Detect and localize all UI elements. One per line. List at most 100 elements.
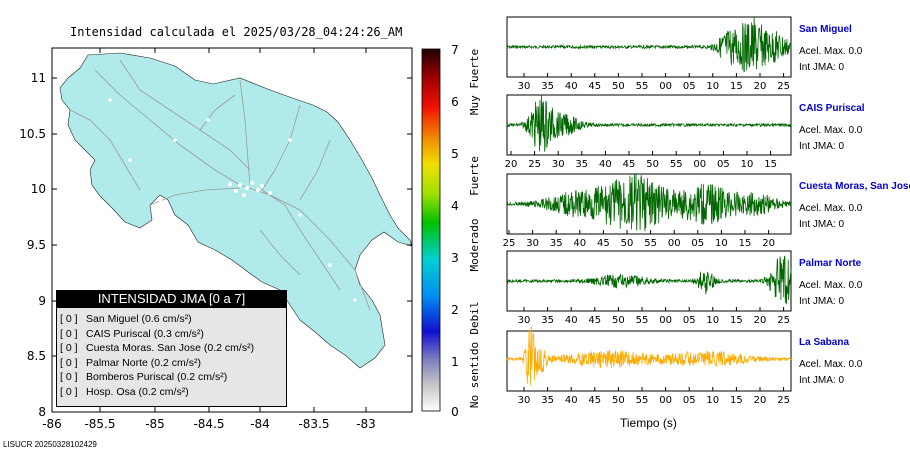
station-info: Acel. Max. 0.0 Int JMA: 0 — [799, 203, 863, 230]
time-tick-label: 15 — [730, 315, 743, 326]
time-tick-label: 50 — [612, 81, 625, 92]
waveform-trace — [506, 17, 792, 73]
legend-box — [56, 290, 287, 407]
x-tick-label: -83.5 — [298, 417, 329, 431]
time-tick-label: 20 — [505, 159, 518, 170]
time-tick-label: 55 — [636, 395, 649, 406]
waveform-panel: 25 30 35 40 45 50 55 00 05 10 15 20 — [503, 173, 792, 249]
time-tick-label: 50 — [612, 395, 625, 406]
time-tick-label: 05 — [691, 238, 704, 249]
time-tick-label: 00 — [659, 395, 672, 406]
colorbar-category: No sentido — [468, 342, 481, 408]
time-tick-label: 40 — [565, 315, 578, 326]
time-tick-label: 35 — [541, 315, 554, 326]
legend-item: [ 0 ] Palmar Norte (0.2 cm/s²) — [60, 356, 201, 369]
time-tick-label: 25 — [777, 395, 790, 406]
y-tick-label: 8 — [38, 405, 46, 419]
station-name: Cuesta Moras, San Jose — [799, 181, 910, 192]
station-info: Acel. Max. 0.0 Int JMA: 0 — [799, 125, 863, 152]
legend-item: [ 0 ] Hosp. Osa (0.2 cm/s²) — [60, 385, 189, 398]
x-tick-label: -85.5 — [84, 417, 115, 431]
time-tick-label: 25 — [777, 81, 790, 92]
time-tick-label: 50 — [612, 315, 625, 326]
time-tick-label: 00 — [659, 81, 672, 92]
time-tick-label: 20 — [762, 238, 775, 249]
station-name: CAIS Puriscal — [799, 103, 865, 114]
time-tick-label: 45 — [588, 81, 601, 92]
waveform-panel: 30 35 40 45 50 55 00 05 10 15 20 25 — [506, 326, 792, 406]
time-tick-label: 40 — [565, 81, 578, 92]
x-axis — [51, 48, 367, 412]
time-tick-label: 15 — [730, 395, 743, 406]
legend-list: [ 0 ] San Miguel (0.6 cm/s²) [ 0 ] CAIS Pu… — [60, 312, 254, 400]
x-tick-label: -86 — [42, 417, 62, 431]
time-tick-label: 55 — [636, 315, 649, 326]
time-tick-label: 00 — [668, 238, 681, 249]
legend-item: [ 0 ] San Miguel (0.6 cm/s²) — [60, 313, 192, 325]
time-tick-label: 45 — [588, 395, 601, 406]
legend-item: [ 0 ] Bomberos Puriscal (0.2 cm/s²) — [60, 371, 228, 384]
waveform-panel: 30 35 40 45 50 55 00 05 10 15 20 25 — [506, 16, 792, 92]
time-tick-label: 30 — [518, 315, 531, 326]
waveform-trace — [506, 95, 792, 152]
station-info: Acel. Max. 0.0 Int JMA: 0 — [799, 359, 863, 386]
time-tick-label: 40 — [565, 395, 578, 406]
station-name: Palmar Norte — [799, 258, 862, 269]
legend-title: INTENSIDAD JMA [0 a 7] — [56, 290, 287, 308]
time-tick-label: 55 — [670, 159, 683, 170]
waveform-trace — [506, 174, 792, 232]
time-tick-label: 05 — [717, 159, 730, 170]
x-tick-label: -85 — [145, 417, 165, 431]
intensity-colorbar: 7 6 5 4 3 2 1 0 Muy Fuerte Fuerte Modera… — [421, 43, 481, 419]
y-tick-label: 10.5 — [19, 127, 46, 141]
footer-id: LISUCR 20250328102429 — [3, 440, 97, 449]
colorbar-tick: 5 — [451, 147, 459, 161]
time-tick-label: 20 — [754, 395, 767, 406]
land-mass — [59, 52, 413, 369]
x-tick-label: -83 — [356, 417, 376, 431]
time-tick-label: 15 — [764, 159, 777, 170]
time-tick-label: 30 — [526, 238, 539, 249]
colorbar-tick: 7 — [451, 43, 459, 57]
time-tick-label: 25 — [528, 159, 541, 170]
time-tick-label: 10 — [706, 395, 719, 406]
colorbar-category: Muy Fuerte — [468, 49, 481, 115]
colorbar-tick: 3 — [451, 251, 459, 265]
x-tick-label: -84 — [250, 417, 270, 431]
time-tick-label: 50 — [646, 159, 659, 170]
station-info: Acel. Max. 0.0 Int JMA: 0 — [799, 280, 863, 307]
x-tick-label: -84.5 — [193, 417, 224, 431]
waveform-panel: 20 25 30 35 40 45 50 55 00 05 10 15 — [505, 94, 792, 170]
colorbar-tick: 1 — [451, 355, 459, 369]
waveform-trace — [506, 255, 792, 305]
time-tick-label: 40 — [573, 238, 586, 249]
time-tick-label: 00 — [659, 315, 672, 326]
y-tick-label: 8.5 — [27, 349, 46, 363]
map-title: Intensidad calculada el 2025/03/28_04:24… — [70, 25, 403, 39]
time-tick-label: 55 — [636, 81, 649, 92]
time-tick-label: 40 — [599, 159, 612, 170]
time-tick-label: 25 — [777, 315, 790, 326]
colorbar-category: Fuerte — [468, 156, 481, 196]
time-tick-label: 10 — [715, 238, 728, 249]
legend-item: [ 0 ] CAIS Puriscal (0.3 cm/s²) — [60, 327, 204, 340]
y-tick-label: 11 — [31, 71, 46, 85]
colorbar-category: Debil — [468, 301, 481, 334]
time-tick-label: 15 — [739, 238, 752, 249]
time-tick-label: 25 — [503, 238, 516, 249]
colorbar-tick: 4 — [451, 199, 459, 213]
station-name: La Sabana — [799, 337, 850, 348]
time-tick-label: 20 — [754, 81, 767, 92]
time-tick-label: 05 — [683, 395, 696, 406]
time-tick-label: 10 — [706, 81, 719, 92]
time-tick-label: 10 — [706, 315, 719, 326]
time-tick-label: 55 — [644, 238, 657, 249]
time-tick-label: 20 — [754, 315, 767, 326]
colorbar-tick: 0 — [451, 405, 459, 419]
time-tick-label: 35 — [575, 159, 588, 170]
time-tick-label: 45 — [623, 159, 636, 170]
time-tick-label: 10 — [741, 159, 754, 170]
colorbar-tick: 6 — [451, 95, 459, 109]
time-tick-label: 05 — [683, 315, 696, 326]
